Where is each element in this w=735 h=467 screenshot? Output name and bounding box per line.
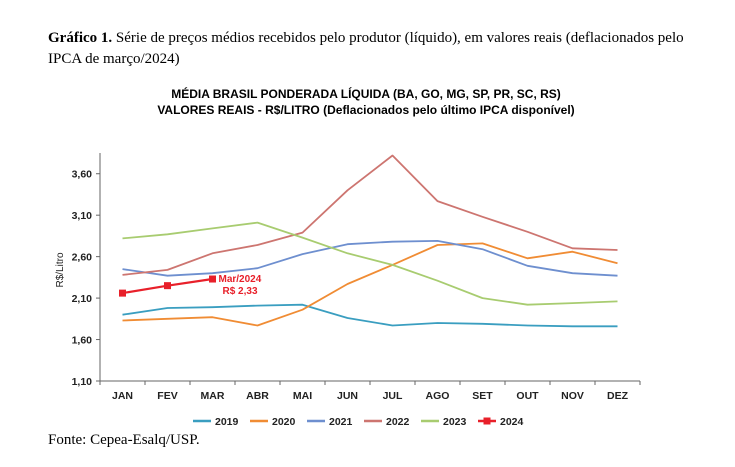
x-tick-label: OUT: [516, 390, 539, 402]
figure-caption: Gráfico 1. Série de preços médios recebi…: [48, 28, 718, 70]
legend-label-2019: 2019: [215, 416, 239, 428]
data-label-2024-MAR: Mar/2024: [219, 274, 262, 285]
legend-item-2024: 2024: [478, 416, 524, 428]
data-label-2024-MAR: R$ 2,33: [223, 286, 258, 297]
series-2019: [122, 303, 618, 328]
chart-title: MÉDIA BRASIL PONDERADA LÍQUIDA (BA, GO, …: [171, 86, 561, 101]
y-tick-label: 1,60: [72, 335, 93, 347]
caption-label: Gráfico 1.: [48, 30, 113, 46]
legend-item-2019: 2019: [193, 416, 239, 428]
caption-text: Série de preços médios recebidos pelo pr…: [48, 30, 684, 67]
y-axis-title: R$/Litro: [55, 252, 66, 287]
legend-item-2023: 2023: [421, 416, 467, 428]
series-2023: [122, 221, 618, 306]
legend-label-2020: 2020: [272, 416, 296, 428]
series-2024: [119, 275, 216, 297]
legend-marker-2024: [483, 417, 491, 425]
chart-subtitle: VALORES REAIS - R$/LITRO (Deflacionados …: [157, 103, 574, 117]
legend-label-2023: 2023: [443, 416, 467, 428]
x-tick-label: JUL: [383, 390, 403, 402]
series-line-2019: [122, 303, 618, 328]
y-tick-label: 2,10: [72, 293, 93, 305]
chart-axes: 1,10 1,60 2,10 2,60 3,10 3,60 JAN FEV MAR ABR MAI J…: [72, 153, 641, 402]
legend-label-2024: 2024: [500, 416, 524, 428]
series-layer: [119, 154, 618, 328]
data-point-2024-MAR: [209, 275, 216, 283]
y-tick-label: 3,10: [72, 210, 93, 222]
series-line-2023: [122, 221, 618, 306]
y-tick-label: 3,60: [72, 169, 93, 181]
x-tick-label: DEZ: [607, 390, 629, 402]
source-note: Fonte: Cepea-Esalq/USP.: [48, 432, 200, 448]
data-point-2024-JAN: [119, 289, 126, 297]
legend-label-2021: 2021: [329, 416, 353, 428]
y-tick-label: 1,10: [72, 376, 93, 388]
legend-item-2020: 2020: [250, 416, 296, 428]
series-line-2020: [122, 242, 618, 327]
x-tick-label: JAN: [112, 390, 133, 402]
y-tick-label: 2,60: [72, 252, 93, 264]
x-tick-label: NOV: [561, 390, 584, 402]
x-tick-label: AGO: [426, 390, 450, 402]
x-tick-label: MAR: [201, 390, 225, 402]
x-tick-label: JUN: [337, 390, 358, 402]
x-tick-label: SET: [472, 390, 493, 402]
series-line-2021: [122, 239, 618, 277]
data-point-2024-FEV: [164, 282, 171, 290]
series-2020: [122, 242, 618, 327]
series-line-2022: [122, 154, 618, 276]
legend-item-2022: 2022: [364, 416, 410, 428]
x-tick-label: MAI: [293, 390, 312, 402]
series-2021: [122, 239, 618, 277]
x-tick-label: ABR: [246, 390, 269, 402]
legend-item-2021: 2021: [307, 416, 353, 428]
x-tick-label: FEV: [157, 390, 177, 402]
legend-label-2022: 2022: [386, 416, 410, 428]
series-2022: [122, 154, 618, 276]
chart-legend: 2019 2020 2021 2022 2023 2024: [193, 416, 524, 428]
